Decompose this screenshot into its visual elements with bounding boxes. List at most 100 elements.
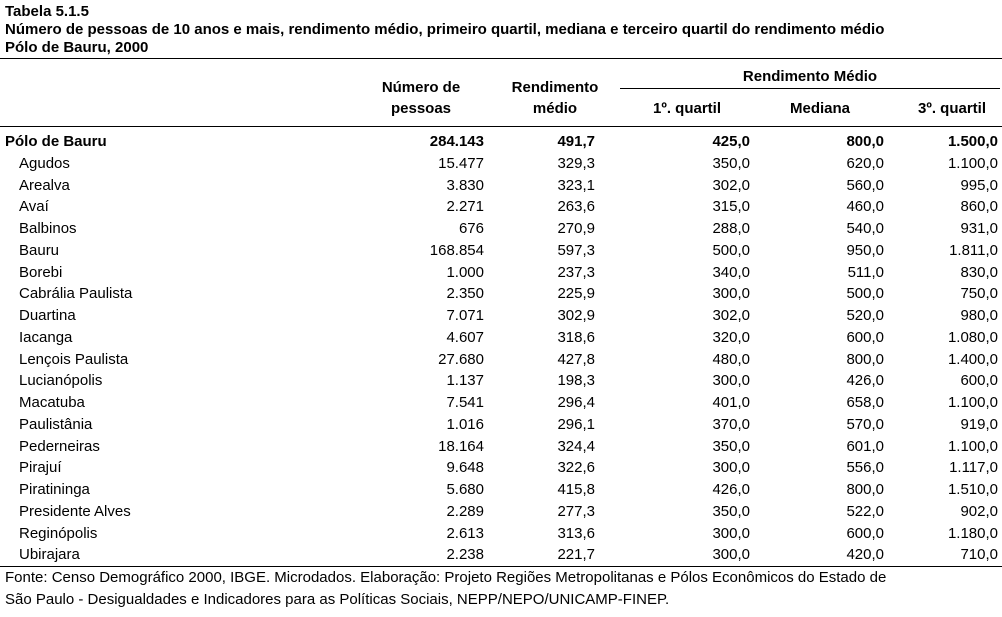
- cell: 511,0: [847, 263, 884, 281]
- table-region: Pólo de Bauru, 2000: [5, 39, 149, 56]
- row-label: Borebi: [19, 263, 63, 281]
- cell: 556,0: [846, 459, 884, 477]
- cell: 860,0: [960, 198, 998, 216]
- row-label: Piratininga: [19, 481, 90, 498]
- row-label: Pólo de Bauru: [5, 133, 107, 150]
- cell: 426,0: [846, 372, 884, 390]
- cell: 198,3: [557, 372, 595, 390]
- cell: 2.238: [446, 546, 484, 564]
- cell: 18.164: [438, 437, 484, 455]
- cell: 15.477: [438, 154, 484, 172]
- cell: 710,0: [960, 546, 998, 564]
- cell: 427,8: [557, 350, 595, 368]
- cell: 270,9: [557, 220, 595, 237]
- cell: 302,0: [712, 307, 750, 324]
- cell: 1.811,0: [949, 241, 998, 259]
- cell: 296,4: [557, 394, 595, 411]
- cell: 263,6: [557, 198, 595, 216]
- column-header: pessoas: [390, 100, 452, 117]
- cell: 329,3: [557, 154, 595, 172]
- row-label: Arealva: [19, 176, 70, 194]
- cell: 415,8: [557, 481, 595, 498]
- cell: 401,0: [712, 394, 750, 411]
- cell: 350,0: [712, 154, 750, 172]
- cell: 323,1: [557, 176, 595, 194]
- cell: 168.854: [429, 241, 484, 259]
- cell: 426,0: [712, 481, 750, 498]
- column-header: 3º. quartil: [918, 100, 986, 117]
- cell: 830,0: [960, 263, 998, 281]
- footnote: Fonte: Censo Demográfico 2000, IBGE. Mic…: [5, 569, 887, 586]
- row-label: Bauru: [19, 241, 60, 259]
- footnote: São Paulo - Desigualdades e Indicadores …: [5, 591, 670, 608]
- cell: 322,6: [557, 459, 595, 477]
- cell: 277,3: [557, 502, 595, 520]
- cell: 570,0: [846, 415, 884, 433]
- cell: 237,3: [557, 263, 595, 281]
- row-label: Lençois Paulista: [19, 350, 129, 368]
- cell: 350,0: [712, 437, 750, 455]
- cell: 300,0: [712, 459, 750, 477]
- cell: 296,1: [557, 415, 595, 433]
- cell: 676: [458, 220, 484, 237]
- cell: 2.613: [446, 524, 484, 542]
- cell: 7.071: [446, 307, 484, 324]
- cell: 302,0: [712, 176, 750, 194]
- cell: 300,0: [712, 524, 750, 542]
- cell: 1.080,0: [947, 328, 998, 346]
- table-subtitle: Número de pessoas de 10 anos e mais, ren…: [5, 21, 885, 38]
- row-label: Avaí: [19, 198, 49, 216]
- cell: 1.117,0: [949, 459, 998, 477]
- row-label: Duartina: [19, 307, 76, 324]
- cell: 980,0: [960, 307, 998, 324]
- cell: 620,0: [846, 154, 884, 172]
- cell: 601,0: [846, 437, 884, 455]
- cell: 500,0: [846, 285, 884, 303]
- cell: 5.680: [446, 481, 484, 498]
- cell: 300,0: [712, 372, 750, 390]
- cell: 800,0: [846, 133, 884, 150]
- row-label: Paulistânia: [19, 415, 93, 433]
- cell: 370,0: [712, 415, 750, 433]
- cell: 288,0: [712, 220, 750, 237]
- cell: 221,7: [557, 546, 595, 564]
- row-label: Cabrália Paulista: [19, 285, 133, 303]
- cell: 350,0: [712, 502, 750, 520]
- cell: 9.648: [446, 459, 484, 477]
- row-label: Ubirajara: [19, 546, 80, 564]
- cell: 658,0: [846, 394, 884, 411]
- rule: [620, 88, 1000, 89]
- cell: 313,6: [557, 524, 595, 542]
- cell: 919,0: [960, 415, 998, 433]
- cell: 425,0: [712, 133, 750, 150]
- column-header: Mediana: [789, 100, 850, 117]
- cell: 540,0: [846, 220, 884, 237]
- cell: 340,0: [712, 263, 750, 281]
- cell: 995,0: [960, 176, 998, 194]
- cell: 318,6: [557, 328, 595, 346]
- row-label: Lucianópolis: [19, 372, 103, 390]
- row-label: Macatuba: [19, 394, 85, 411]
- cell: 302,9: [557, 307, 595, 324]
- cell: 520,0: [846, 307, 884, 324]
- table-title: Tabela 5.1.5: [5, 3, 89, 20]
- group-header: Rendimento Médio: [742, 68, 878, 85]
- rule: [0, 58, 1002, 59]
- cell: 1.016: [446, 415, 484, 433]
- cell: 500,0: [712, 241, 750, 259]
- cell: 902,0: [960, 502, 998, 520]
- rule: [0, 126, 1002, 127]
- cell: 3.830: [446, 176, 484, 194]
- cell: 600,0: [846, 328, 884, 346]
- column-header: Rendimento: [511, 79, 599, 96]
- row-label: Balbinos: [19, 220, 77, 237]
- cell: 2.271: [446, 198, 484, 216]
- cell: 300,0: [712, 285, 750, 303]
- cell: 2.289: [446, 502, 484, 520]
- row-label: Reginópolis: [19, 524, 98, 542]
- cell: 7.541: [446, 394, 484, 411]
- cell: 491,7: [557, 133, 595, 150]
- cell: 560,0: [846, 176, 884, 194]
- cell: 1.000: [446, 263, 484, 281]
- cell: 600,0: [846, 524, 884, 542]
